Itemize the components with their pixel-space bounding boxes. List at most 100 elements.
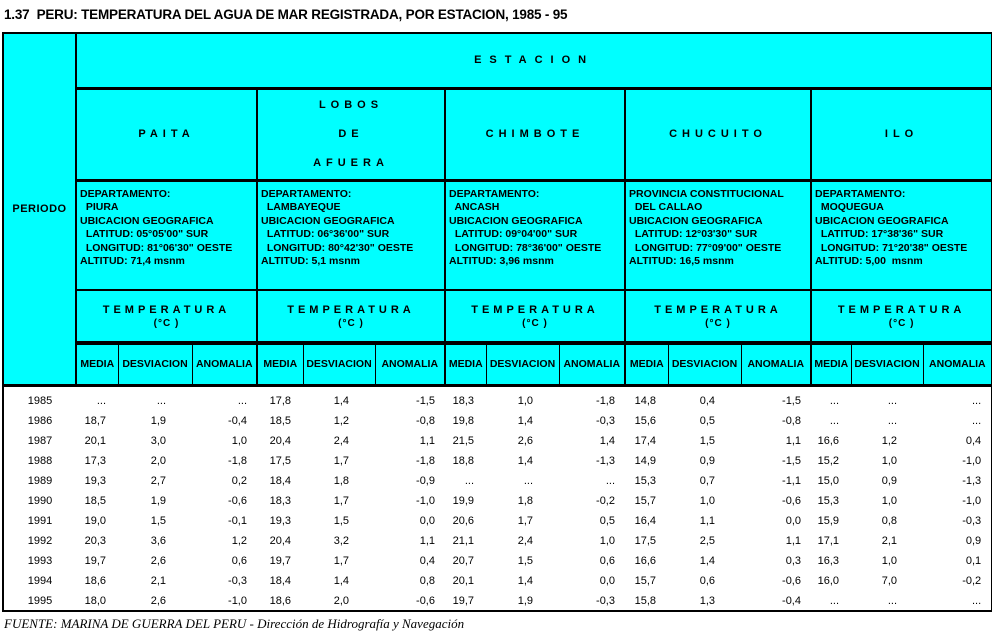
value-cell: ... (851, 591, 923, 611)
value-cell: -1,5 (741, 391, 811, 411)
value-cell: 17,4 (625, 431, 668, 451)
subcol-header-media: MEDIA (444, 343, 486, 387)
data-row-1992: 1992 20,3 3,6 1,2 20,4 3,2 1,1 21,1 2,4 1,0 17,5 2,… (3, 531, 992, 551)
value-cell: 0,1 (923, 551, 992, 571)
value-cell: 1,4 (668, 551, 741, 571)
value-cell: 0,0 (741, 511, 811, 531)
info-line: ALTITUD: 71,4 msnm (80, 255, 185, 267)
info-line: PIURA (80, 201, 119, 213)
value-cell: 0,0 (559, 571, 625, 591)
value-cell: ... (851, 391, 923, 411)
value-cell: 1,5 (486, 551, 559, 571)
temp-header-chimbote: TEMPERATURA (°C ) (444, 290, 625, 345)
value-cell: 20,3 (76, 531, 118, 551)
value-cell: 17,8 (257, 391, 303, 411)
temp-header-lobos-de-afuera: TEMPERATURA (°C ) (256, 290, 445, 345)
value-cell: 0,8 (851, 511, 923, 531)
value-cell: 0,4 (668, 391, 741, 411)
value-cell: 1,4 (303, 571, 375, 591)
value-cell: 1,2 (851, 431, 923, 451)
value-cell: ... (76, 391, 118, 411)
station-info-paita: DEPARTAMENTO: PIURA UBICACION GEOGRAFICA… (75, 180, 257, 291)
value-cell: -0,8 (741, 411, 811, 431)
info-line: LATITUD: 06°36'00" SUR (261, 228, 390, 240)
value-cell: 19,3 (76, 471, 118, 491)
value-cell: ... (445, 471, 486, 491)
value-cell: ... (192, 391, 257, 411)
year-cell: 1993 (3, 551, 76, 571)
value-cell: 19,0 (76, 511, 118, 531)
value-cell: 20,4 (257, 431, 303, 451)
value-cell: 16,0 (811, 571, 851, 591)
info-line: LONGITUD: 78°36'00" OESTE (449, 241, 602, 254)
value-cell: 14,9 (625, 451, 668, 471)
subcol-header-media: MEDIA (810, 343, 851, 387)
value-cell: -0,9 (375, 471, 445, 491)
info-line: LONGITUD: 77°09'00" OESTE (629, 241, 782, 254)
value-cell: -0,6 (375, 591, 445, 611)
value-cell: 1,9 (118, 411, 192, 431)
value-cell: 2,7 (118, 471, 192, 491)
info-line: UBICACION GEOGRAFICA (815, 214, 949, 227)
info-line: LONGITUD: 71°20'38" OESTE (815, 241, 968, 254)
value-cell: 0,0 (375, 511, 445, 531)
value-cell: 1,8 (303, 471, 375, 491)
value-cell: 0,6 (192, 551, 257, 571)
value-cell: 1,3 (668, 591, 741, 611)
value-cell: 1,4 (559, 431, 625, 451)
info-line: ALTITUD: 5,00 msnm (815, 255, 923, 267)
info-line: ANCASH (449, 201, 500, 213)
year-cell: 1994 (3, 571, 76, 591)
value-cell: 15,7 (625, 491, 668, 511)
value-cell: 16,4 (625, 511, 668, 531)
station-header-chimbote: CHIMBOTE (444, 88, 625, 182)
value-cell: 16,3 (811, 551, 851, 571)
value-cell: 0,5 (559, 511, 625, 531)
value-cell: 15,3 (625, 471, 668, 491)
subcol-header-desviacion: DESVIACION (117, 343, 192, 387)
value-cell: ... (923, 411, 992, 431)
temp-header-chucuito: TEMPERATURA (°C ) (624, 290, 811, 345)
estacion-header: ESTACION (76, 33, 992, 90)
period-column-header: PERIODO (3, 33, 77, 387)
value-cell: 2,6 (118, 591, 192, 611)
value-cell: 1,1 (741, 531, 811, 551)
temp-label: TEMPERATURA (471, 303, 599, 316)
temp-label: TEMPERATURA (654, 303, 782, 316)
value-cell: 2,1 (118, 571, 192, 591)
value-cell: -0,8 (375, 411, 445, 431)
station-info-chimbote: DEPARTAMENTO: ANCASH UBICACION GEOGRAFIC… (444, 180, 625, 291)
subcol-header-media: MEDIA (256, 343, 303, 387)
temp-header-ilo: TEMPERATURA (°C ) (809, 290, 992, 345)
value-cell: 17,5 (625, 531, 668, 551)
value-cell: 19,9 (445, 491, 486, 511)
station-info-chucuito: PROVINCIA CONSTITUCIONAL DEL CALLAO UBIC… (624, 180, 811, 291)
value-cell: -1,8 (559, 391, 625, 411)
data-row-1994: 1994 18,6 2,1 -0,3 18,4 1,4 0,8 20,1 1,4 0,0 15,7 0… (3, 571, 992, 591)
temp-unit: (°C ) (153, 317, 180, 329)
value-cell: 17,3 (76, 451, 118, 471)
value-cell: 1,4 (486, 451, 559, 471)
report-title: 1.37 PERU: TEMPERATURA DEL AGUA DE MAR R… (4, 7, 568, 22)
value-cell: 3,2 (303, 531, 375, 551)
subcol-header-desviacion: DESVIACION (485, 343, 559, 387)
value-cell: -1,8 (375, 451, 445, 471)
info-line: UBICACION GEOGRAFICA (261, 214, 395, 227)
value-cell: 0,9 (668, 451, 741, 471)
subcol-header-anomalia: ANOMALIA (374, 343, 445, 387)
value-cell: 17,5 (257, 451, 303, 471)
station-header-ilo: ILO (809, 88, 992, 182)
value-cell: ... (486, 471, 559, 491)
value-cell: 2,0 (118, 451, 192, 471)
value-cell: 18,0 (76, 591, 118, 611)
value-cell: 21,5 (445, 431, 486, 451)
value-cell: 15,7 (625, 571, 668, 591)
value-cell: -1,3 (923, 471, 992, 491)
value-cell: 16,6 (811, 431, 851, 451)
value-cell: -1,0 (923, 491, 992, 511)
value-cell: 19,8 (445, 411, 486, 431)
subcol-header-desviacion: DESVIACION (302, 343, 375, 387)
station-header-lobos-de-afuera: LOBOS DE AFUERA (256, 88, 445, 182)
value-cell: -1,0 (192, 591, 257, 611)
